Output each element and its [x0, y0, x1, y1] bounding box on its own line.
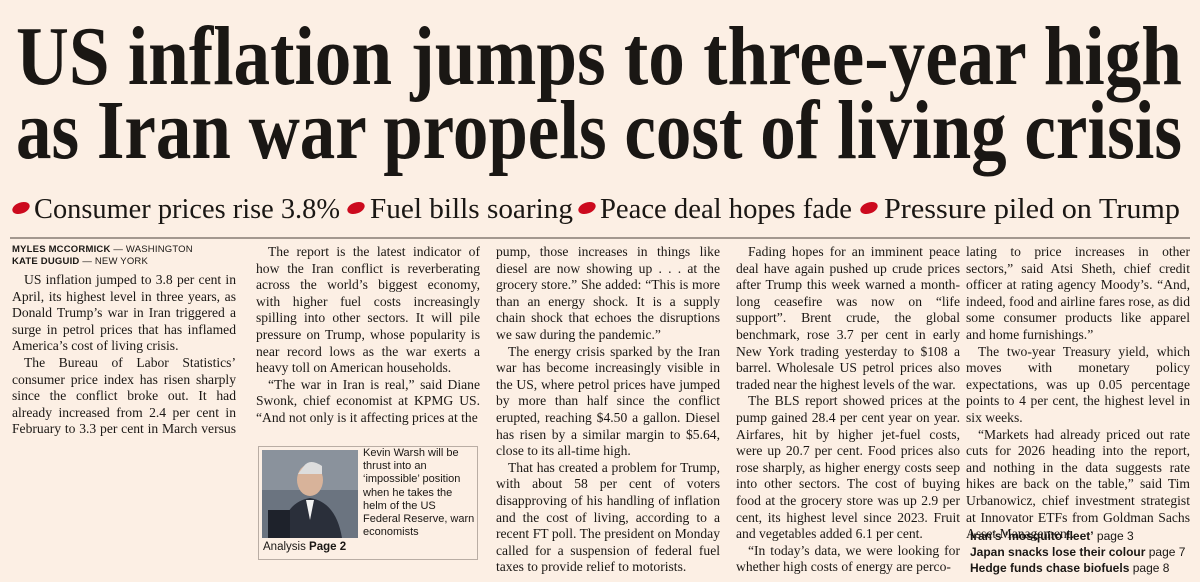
teaser-page: page 8: [1132, 561, 1170, 575]
bullet-row: Consumer prices rise 3.8% Fuel bills soar…: [12, 193, 1180, 225]
headline-line: as Iran war propels cost of living crisi…: [16, 84, 1182, 177]
reference-label: Analysis: [263, 541, 306, 553]
bullet-icon: [12, 201, 30, 215]
bullet-icon: [347, 201, 365, 215]
bullet-text: Peace deal hopes fade: [600, 193, 852, 225]
teaser: Hedge funds chase biofuels page 8: [970, 560, 1185, 576]
photo-box: Kevin Warsh will be thrust into an ‘impo…: [258, 446, 478, 560]
photo-reference: Analysis Page 2: [263, 541, 346, 553]
teaser-page: page 3: [1096, 529, 1134, 543]
byline: MYLES MCCORMICK — WASHINGTON: [12, 244, 236, 256]
bullet-text: Pressure piled on Trump: [884, 193, 1180, 225]
paragraph: “Markets had already priced out rate cut…: [966, 426, 1190, 542]
bullet-text: Fuel bills soaring: [370, 193, 573, 225]
paragraph: The two-year Treasury yield, which moves…: [966, 343, 1190, 425]
teaser-page: page 7: [1148, 545, 1186, 559]
byline-location: — NEW YORK: [82, 256, 149, 267]
paragraph: lating to price increases in other secto…: [966, 244, 1190, 342]
paragraph: That has created a problem for Trump, wi…: [496, 459, 720, 575]
column: lating to price increases in other secto…: [966, 244, 1190, 543]
byline-location: — WASHINGTON: [113, 244, 193, 255]
bullet-text: Consumer prices rise 3.8%: [34, 193, 340, 225]
paragraph: “The war in Iran is real,” said Diane Sw…: [256, 376, 480, 425]
header: US inflation jumps to three-year high as…: [10, 10, 1190, 239]
paragraph: The Bureau of Labor Statistics’ consumer…: [12, 354, 236, 440]
column-body: US inflation jumped to 3.8 per cent in A…: [12, 272, 236, 440]
column: Fading hopes for an imminent peace deal …: [736, 244, 960, 576]
teaser-headline: Hedge funds chase biofuels: [970, 561, 1130, 575]
byline-name: KATE DUGUID: [12, 256, 80, 267]
teaser: Iran’s ‘mosquito fleet’ page 3: [970, 528, 1185, 544]
bullet-icon: [578, 201, 596, 215]
teaser: Japan snacks lose their colour page 7: [970, 544, 1185, 560]
paragraph: US inflation jumped to 3.8 per cent in A…: [12, 272, 236, 354]
paragraph: The report is the latest indicator of ho…: [256, 244, 480, 376]
headline-line: US inflation jumps to three-year high: [16, 10, 1182, 103]
photo-caption: Kevin Warsh will be thrust into an ‘impo…: [363, 447, 475, 539]
paragraph: The BLS report showed prices at the pump…: [736, 393, 960, 542]
byline-name: MYLES MCCORMICK: [12, 244, 111, 255]
photo: [262, 450, 358, 538]
column: The report is the latest indicator of ho…: [256, 244, 480, 440]
paragraph: Fading hopes for an imminent peace deal …: [736, 244, 960, 392]
paragraph: pump, those increases in things like die…: [496, 244, 720, 342]
reference-page: Page 2: [309, 541, 347, 553]
column: pump, those increases in things like die…: [496, 244, 720, 576]
teaser-headline: Iran’s ‘mosquito fleet’: [970, 529, 1094, 543]
column: MYLES MCCORMICK — WASHINGTON KATE DUGUID…: [12, 244, 236, 440]
teaser-headline: Japan snacks lose their colour: [970, 545, 1146, 559]
byline: KATE DUGUID — NEW YORK: [12, 256, 236, 268]
paragraph: The energy crisis sparked by the Iran wa…: [496, 343, 720, 459]
teasers: Iran’s ‘mosquito fleet’ page 3 Japan snac…: [970, 528, 1185, 576]
paragraph: “In today’s data, we were looking for wh…: [736, 542, 960, 575]
bullet-icon: [860, 201, 878, 215]
